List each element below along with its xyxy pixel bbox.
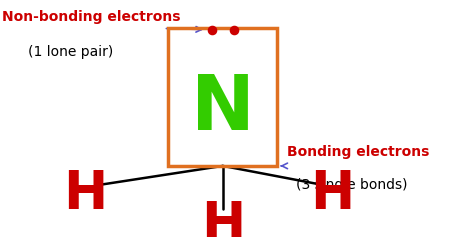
Point bbox=[208, 28, 216, 32]
Text: Bonding electrons: Bonding electrons bbox=[287, 145, 429, 159]
Text: N: N bbox=[191, 72, 255, 146]
Text: Non-bonding electrons: Non-bonding electrons bbox=[2, 9, 181, 24]
Text: H: H bbox=[63, 168, 108, 220]
Text: (3 single bonds): (3 single bonds) bbox=[296, 178, 408, 192]
Text: H: H bbox=[201, 199, 245, 237]
Text: (1 lone pair): (1 lone pair) bbox=[28, 45, 114, 59]
Bar bbox=[168, 28, 277, 166]
Point bbox=[230, 28, 237, 32]
Text: H: H bbox=[310, 168, 354, 220]
